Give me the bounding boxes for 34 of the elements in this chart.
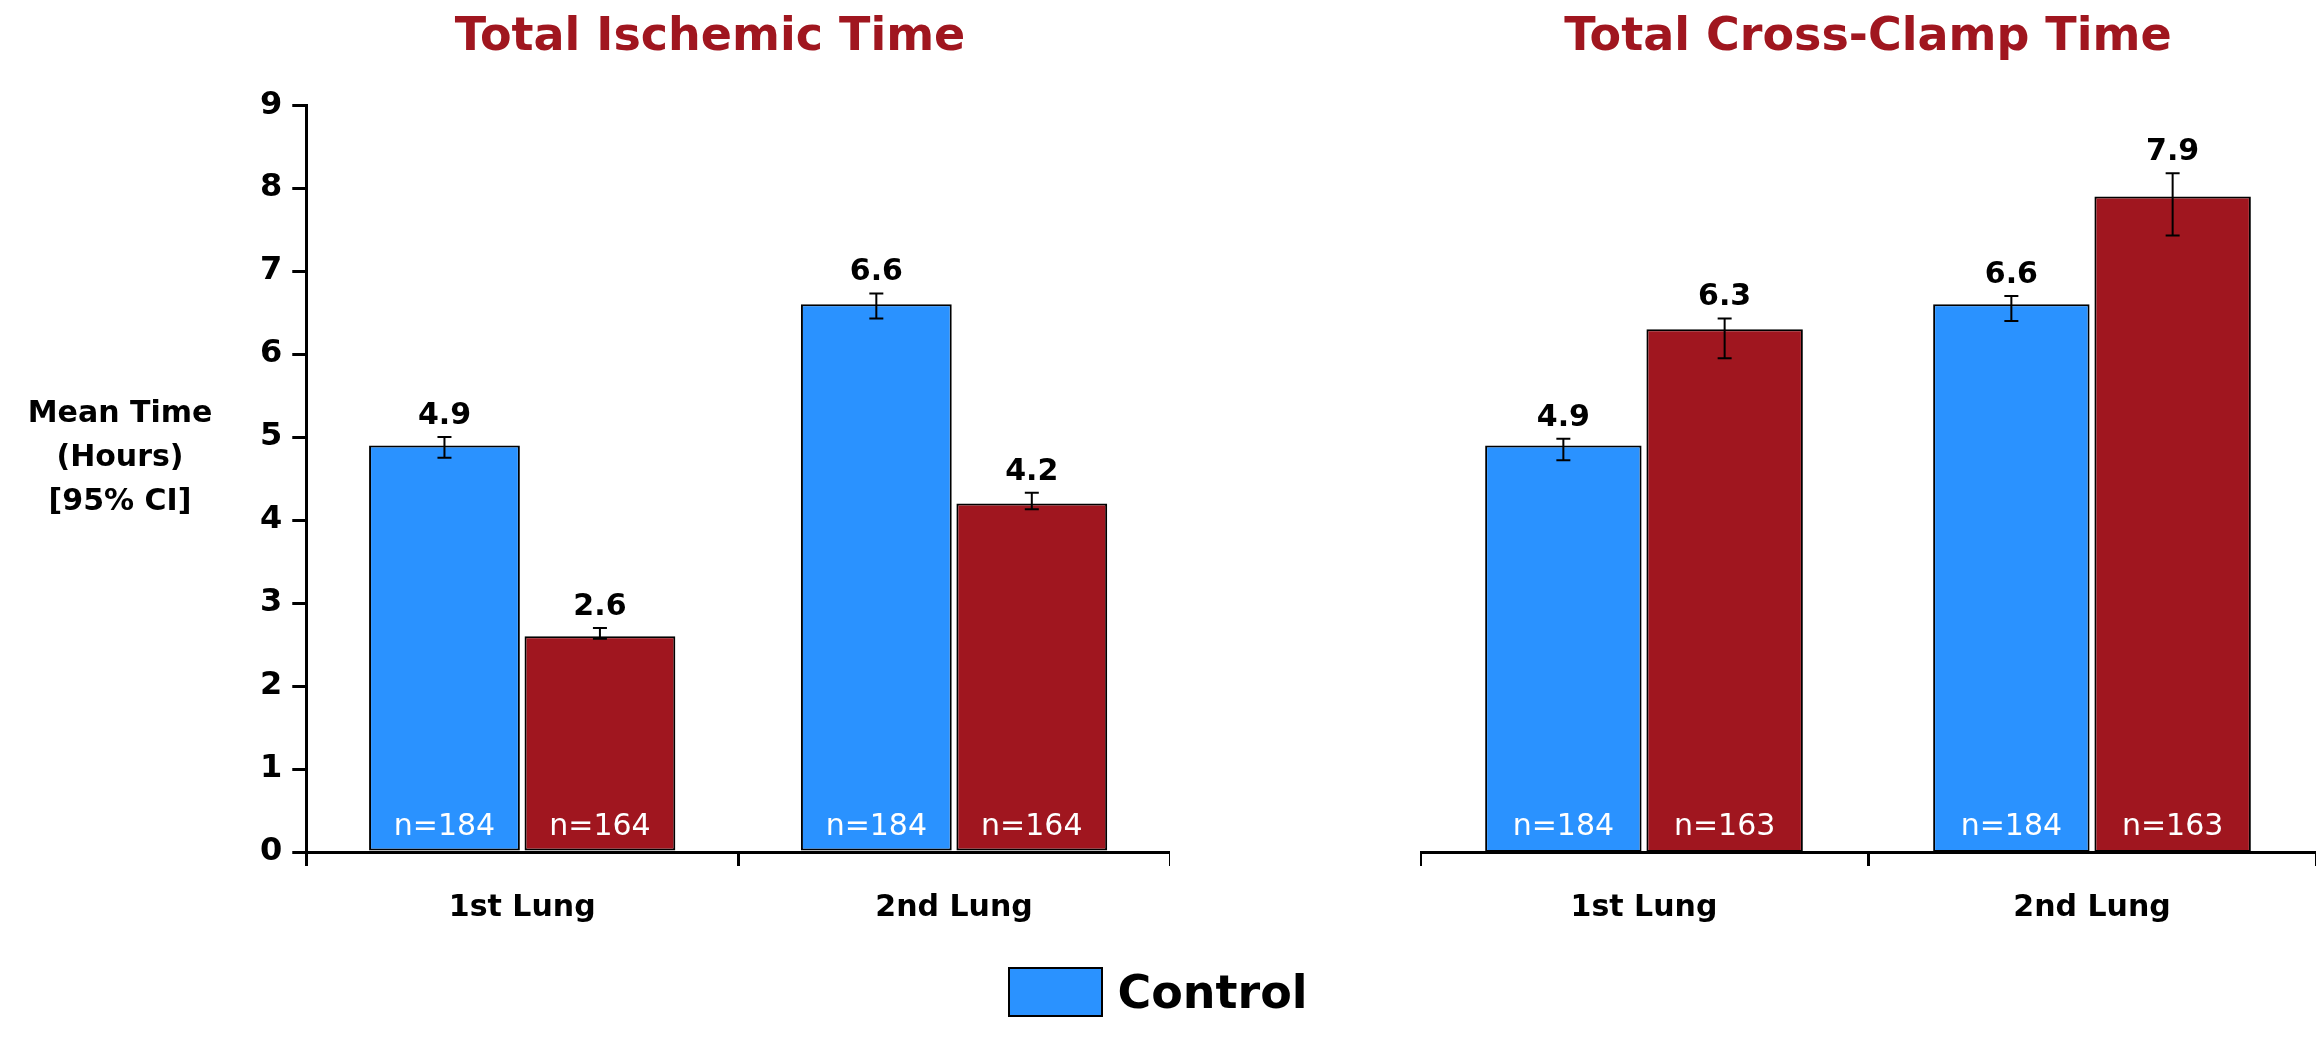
data-label: 2.6 bbox=[573, 586, 627, 622]
x-tick-label: 1st Lung bbox=[1570, 887, 1718, 923]
y-tick-label: 1 bbox=[260, 747, 283, 786]
annotation: n=164 bbox=[981, 806, 1083, 842]
annotation: n=184 bbox=[825, 806, 928, 842]
data-label: 7.9 bbox=[2146, 132, 2200, 168]
x-tick-label: 1st Lung bbox=[448, 887, 596, 923]
data-label: 4.9 bbox=[1536, 397, 1590, 433]
data-label: 4.2 bbox=[1005, 451, 1059, 487]
y-tick-label: 9 bbox=[260, 83, 283, 122]
y-tick-label: 0 bbox=[260, 830, 283, 869]
annotation: n=184 bbox=[1512, 806, 1615, 842]
y-tick-label: 3 bbox=[260, 581, 283, 620]
y-tick-label: 8 bbox=[260, 166, 283, 205]
y-axis-title: Mean Time (Hours) [95% CI] bbox=[27, 394, 213, 518]
data-label: 6.3 bbox=[1698, 277, 1752, 313]
data-label: 4.9 bbox=[417, 395, 472, 431]
annotation: n=163 bbox=[2121, 806, 2224, 842]
y-tick-label: 7 bbox=[260, 249, 283, 288]
x-tick-label: 2nd Lung bbox=[2013, 887, 2171, 923]
y-tick-label: 2 bbox=[260, 664, 283, 703]
chart-title: Total Ischemic Time bbox=[454, 6, 966, 61]
data-label: 6.6 bbox=[1984, 254, 2038, 290]
y-tick-label: 6 bbox=[260, 332, 283, 371]
annotation: n=164 bbox=[549, 806, 651, 842]
data-label: 6.6 bbox=[849, 252, 903, 288]
y-tick-label: 5 bbox=[260, 415, 283, 454]
annotation: n=163 bbox=[1673, 806, 1776, 842]
chart-title: Total Cross-Clamp Time bbox=[1564, 6, 2172, 61]
legend-label: Control bbox=[1117, 965, 1308, 1019]
annotation: n=184 bbox=[1960, 806, 2063, 842]
y-tick-label: 4 bbox=[260, 498, 283, 537]
x-tick-label: 2nd Lung bbox=[875, 887, 1033, 923]
annotation: n=184 bbox=[393, 806, 496, 842]
